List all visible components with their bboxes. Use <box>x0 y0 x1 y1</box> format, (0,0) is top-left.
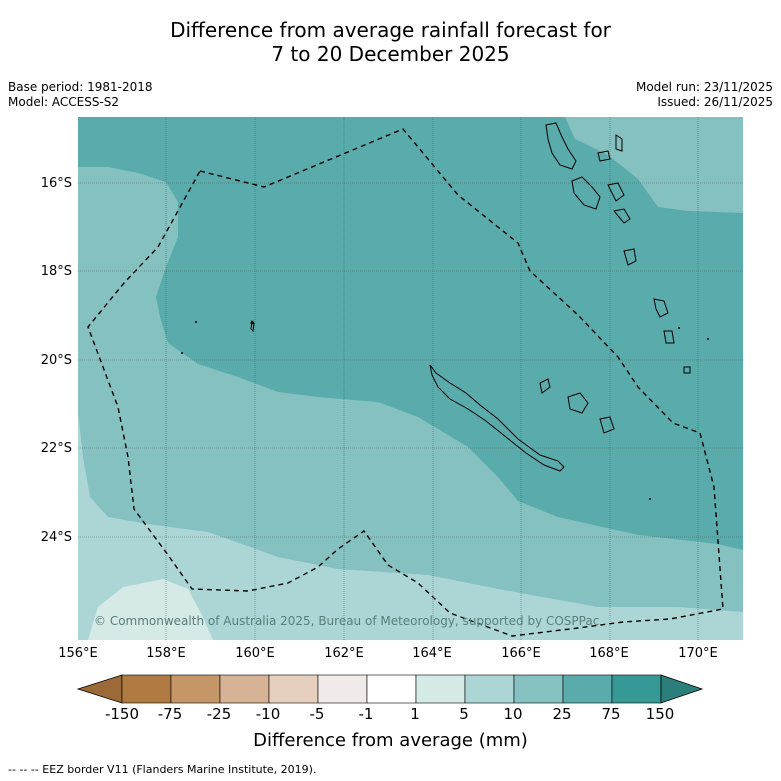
map-canvas <box>78 117 743 640</box>
lon-label-156e: 156°E <box>58 646 98 661</box>
legend-tick-1: -75 <box>157 705 183 723</box>
legend-swatch-below-150 <box>76 674 123 704</box>
lon-label-170e: 170°E <box>678 646 718 661</box>
legend-swatch-above-150 <box>660 674 704 704</box>
lon-label-158e: 158°E <box>146 646 186 661</box>
legend-colorbar <box>76 674 704 704</box>
eez-border <box>87 128 724 637</box>
chesterfield-island <box>250 319 255 333</box>
lat-label-24s: 24°S <box>40 530 72 545</box>
base-period: Base period: 1981-2018 <box>8 80 153 94</box>
map-title: Difference from average rainfall forecas… <box>0 18 781 66</box>
lon-label-162e: 162°E <box>324 646 364 661</box>
band-5-10 <box>78 412 743 640</box>
lon-label-164e: 164°E <box>412 646 452 661</box>
vanuatu-islands <box>545 122 691 374</box>
rainfall-map: © Commonwealth of Australia 2025, Bureau… <box>78 117 743 640</box>
legend-tick-9: 25 <box>552 705 572 723</box>
lat-label-16s: 16°S <box>40 176 72 191</box>
model-info: Base period: 1981-2018 Model: ACCESS-S2 <box>8 80 153 110</box>
small-islands <box>181 321 709 500</box>
legend-swatch-8 <box>464 674 515 704</box>
legend-tick-11: 150 <box>645 705 675 723</box>
legend-tick-2: -25 <box>206 705 232 723</box>
title-line-2: 7 to 20 December 2025 <box>271 42 510 66</box>
legend-cells <box>121 674 662 704</box>
legend-swatch-1 <box>121 674 172 704</box>
lon-label-166e: 166°E <box>501 646 541 661</box>
legend-swatch-5 <box>317 674 368 704</box>
legend-swatch-2 <box>170 674 221 704</box>
legend-swatch-6 <box>366 674 417 704</box>
title-line-1: Difference from average rainfall forecas… <box>170 18 611 42</box>
lat-label-18s: 18°S <box>40 264 72 279</box>
lon-label-168e: 168°E <box>589 646 629 661</box>
legend-swatch-7 <box>415 674 466 704</box>
band-1-5 <box>88 579 213 640</box>
legend-tick-8: 10 <box>503 705 523 723</box>
graticule <box>78 117 743 640</box>
model-run: Model run: 23/11/2025 <box>635 80 773 94</box>
legend-tick-5: -1 <box>358 705 374 723</box>
legend-title: Difference from average (mm) <box>253 730 528 751</box>
band-25-75 <box>78 117 743 550</box>
legend-tick-7: 5 <box>459 705 469 723</box>
lat-label-20s: 20°S <box>40 353 72 368</box>
lon-label-160e: 160°E <box>235 646 275 661</box>
legend-tick-6: 1 <box>410 705 420 723</box>
legend-swatch-4 <box>268 674 319 704</box>
loyalty-islands <box>539 378 615 434</box>
legend-tick-4: -5 <box>309 705 325 723</box>
legend-tick-0: -150 <box>104 705 140 723</box>
legend-swatch-10 <box>562 674 613 704</box>
eez-footnote: -- -- -- EEZ border V11 (Flanders Marine… <box>8 763 317 776</box>
copyright-notice: © Commonwealth of Australia 2025, Bureau… <box>94 614 600 628</box>
legend-swatch-3 <box>219 674 270 704</box>
issued-date: Issued: 26/11/2025 <box>657 95 773 109</box>
model-name: Model: ACCESS-S2 <box>8 95 120 109</box>
legend-swatch-11 <box>611 674 662 704</box>
run-info: Model run: 23/11/2025 Issued: 26/11/2025 <box>636 80 773 110</box>
lat-label-22s: 22°S <box>40 441 72 456</box>
legend-tick-3: -10 <box>255 705 281 723</box>
legend-tick-10: 75 <box>601 705 621 723</box>
legend-swatch-9 <box>513 674 564 704</box>
new-caledonia-coastline <box>429 364 565 472</box>
